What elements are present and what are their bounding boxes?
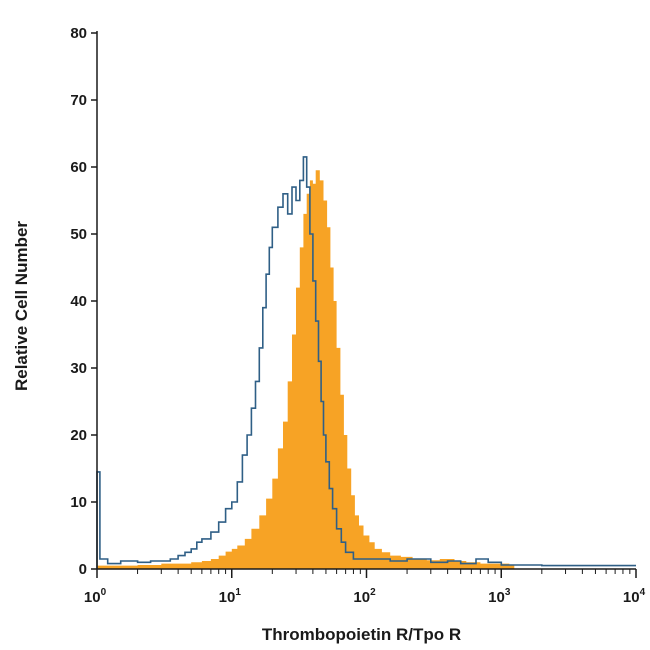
y-tick-label: 0 xyxy=(79,561,87,578)
x-tick-label: 101 xyxy=(219,587,242,606)
y-tick-label: 50 xyxy=(70,226,87,243)
histogram-series-filled xyxy=(97,170,515,570)
y-tick-label: 70 xyxy=(70,92,87,109)
x-tick-label: 100 xyxy=(84,587,107,606)
y-tick-label: 30 xyxy=(70,360,87,377)
x-tick-label: 102 xyxy=(353,587,376,606)
y-axis-title: Relative Cell Number xyxy=(12,221,31,391)
x-tick-label: 104 xyxy=(623,587,646,606)
plot-area xyxy=(96,156,636,570)
y-tick-label: 80 xyxy=(70,25,87,42)
x-tick-label: 103 xyxy=(488,587,511,606)
y-axis-ticks: 0 10 20 30 40 50 60 70 80 xyxy=(70,25,97,578)
x-axis-title: Thrombopoietin R/Tpo R xyxy=(262,625,461,644)
axes xyxy=(96,31,636,570)
y-tick-label: 20 xyxy=(70,427,87,444)
y-tick-label: 60 xyxy=(70,159,87,176)
y-tick-label: 10 xyxy=(70,494,87,511)
x-axis-ticks: 100 101 102 103 104 xyxy=(84,569,646,606)
histogram-series-outline xyxy=(96,156,636,569)
y-tick-label: 40 xyxy=(70,293,87,310)
